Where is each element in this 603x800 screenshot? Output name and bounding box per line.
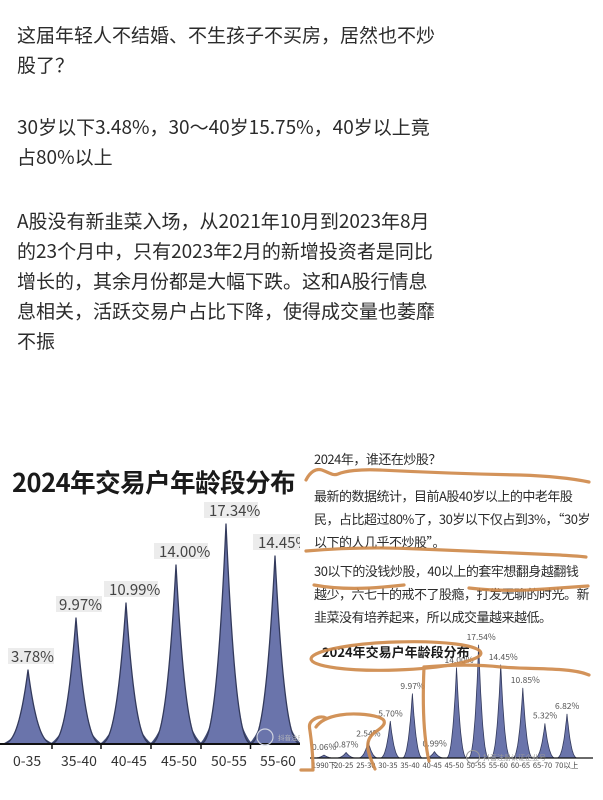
svg-text:40-45: 40-45 [111,751,147,771]
svg-text:抖音注册认证企业号: 抖音注册认证企业号 [278,732,300,742]
svg-text:9.97%: 9.97% [59,594,102,615]
svg-text:45-50: 45-50 [161,751,197,771]
svg-text:10.99%: 10.99% [109,579,160,600]
svg-text:3.78%: 3.78% [11,646,54,667]
svg-text:25-30: 25-30 [356,760,375,771]
svg-text:6.82%: 6.82% [555,700,580,712]
svg-text:14.00%: 14.00% [159,541,210,562]
svg-text:14.45%: 14.45% [489,651,518,663]
svg-text:70以上: 70以上 [555,760,579,771]
svg-text:0.06%: 0.06% [312,741,337,753]
svg-text:17.34%: 17.34% [209,500,260,521]
svg-text:0.99%: 0.99% [423,738,448,750]
svg-text:30-35: 30-35 [378,760,397,771]
svg-text:45-50: 45-50 [445,760,464,771]
svg-text:2.54%: 2.54% [356,728,381,740]
svg-text:17.54%: 17.54% [467,631,496,643]
svg-text:0-35: 0-35 [13,751,41,771]
svg-text:1990下: 1990下 [312,760,337,771]
svg-text:9.97%: 9.97% [400,680,425,692]
svg-text:35-40: 35-40 [400,760,419,771]
svg-text:35-40: 35-40 [61,751,97,771]
svg-text:5.70%: 5.70% [378,707,403,719]
svg-text:40-45: 40-45 [423,760,442,771]
svg-text:抖音注册认证企业号: 抖音注册认证企业号 [483,753,546,763]
svg-text:50-55: 50-55 [211,751,247,771]
svg-text:2024年交易户年龄段分布: 2024年交易户年龄段分布 [322,642,470,661]
svg-text:10.85%: 10.85% [511,674,540,686]
svg-text:55-60: 55-60 [260,751,296,771]
svg-text:5.32%: 5.32% [533,710,558,722]
svg-text:14.45%: 14.45% [258,532,300,553]
svg-text:0.87%: 0.87% [334,738,359,750]
svg-text:2024年交易户年龄段分布: 2024年交易户年龄段分布 [12,463,295,500]
svg-text:20-25: 20-25 [334,760,353,771]
